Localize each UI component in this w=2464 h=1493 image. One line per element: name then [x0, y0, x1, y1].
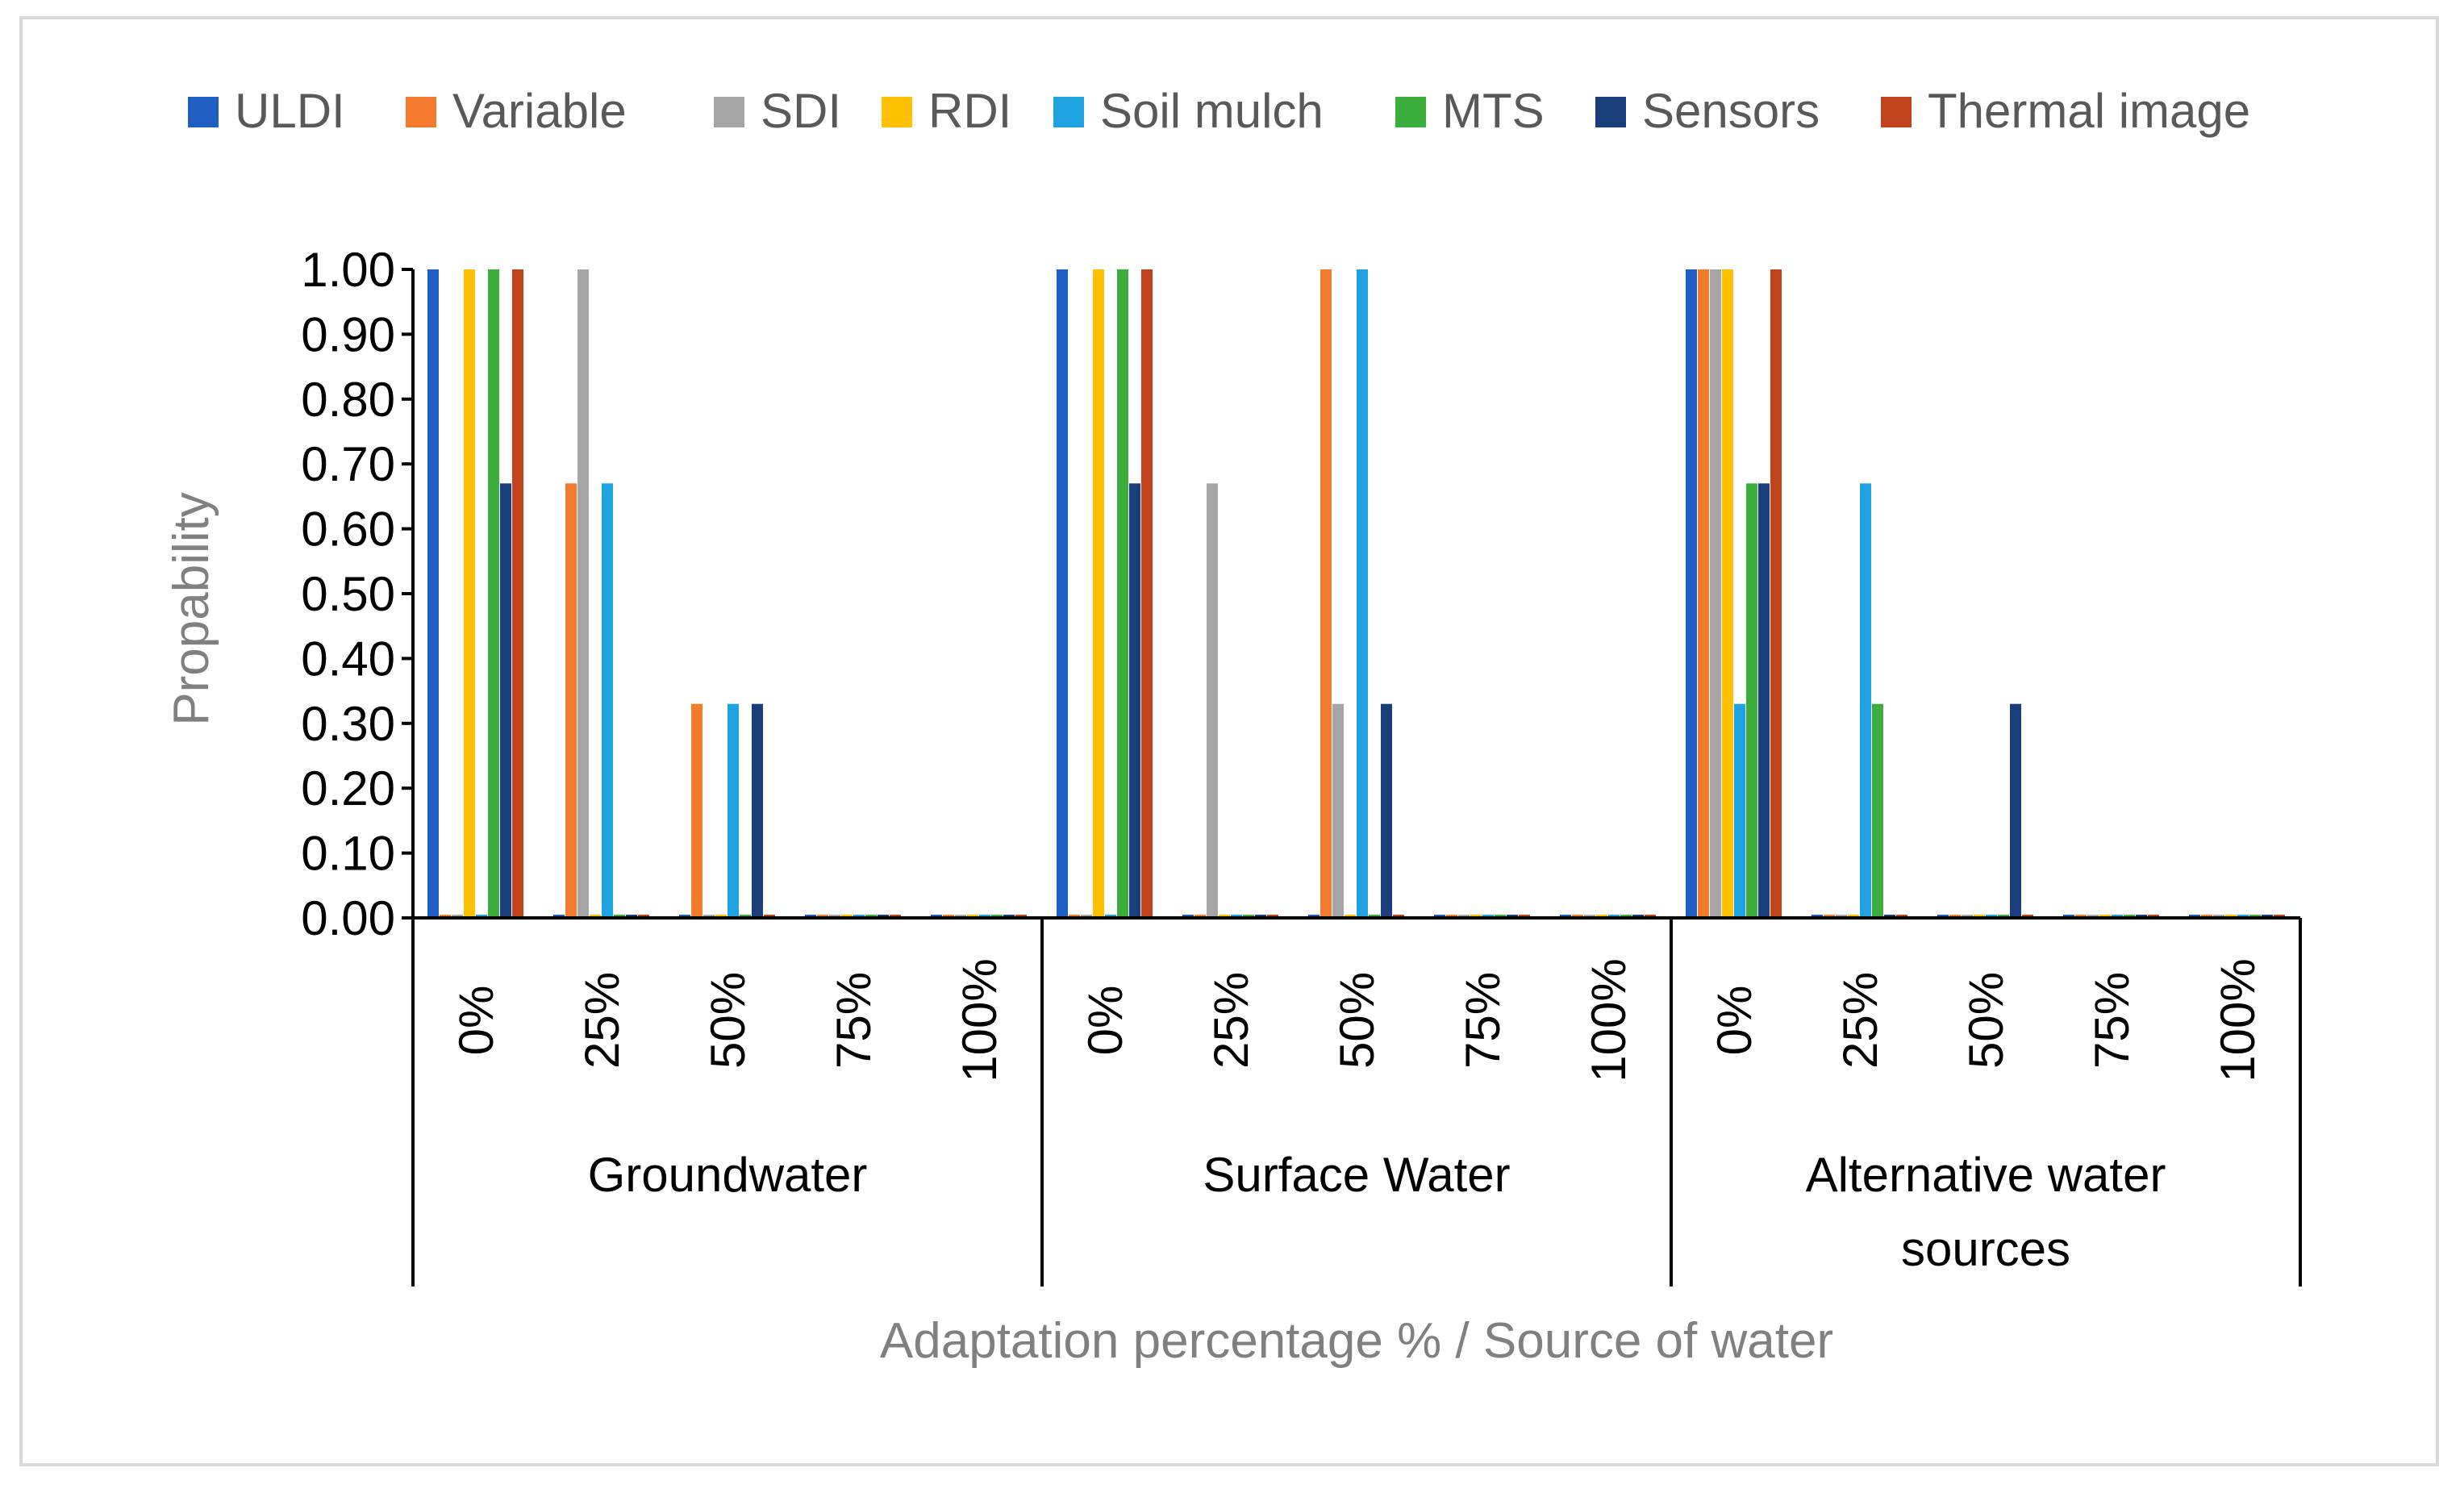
- bar: [1734, 703, 1745, 918]
- bar: [500, 483, 511, 918]
- bar: [1332, 703, 1344, 918]
- legend-item: MTS: [1395, 84, 1545, 138]
- legend-item: SDI: [714, 84, 841, 138]
- bar: [1129, 483, 1140, 918]
- group-label: Surface Water: [1203, 1148, 1510, 1202]
- y-axis-title: Propability: [164, 492, 219, 725]
- bar: [1207, 483, 1218, 918]
- y-axis: 0.00 0.10 0.20 0.30 0.40 0.50 0.60 0.70 0.80 0.90…: [301, 243, 415, 945]
- legend-label: Soil mulch: [1100, 84, 1324, 138]
- y-tick-label: 0.20: [301, 761, 395, 815]
- legend-item: Soil mulch: [1053, 84, 1324, 138]
- bar: [565, 483, 577, 918]
- legend: ULDI Variable SDI RDI Soil mulch MTS Sensors Th…: [188, 84, 2250, 138]
- legend-label: Thermal image: [1928, 84, 2250, 138]
- legend-label: SDI: [761, 84, 841, 138]
- y-tick-label: 0.40: [301, 632, 395, 686]
- bar: [1722, 269, 1733, 918]
- legend-item: ULDI: [188, 84, 345, 138]
- bar: [2010, 703, 2021, 918]
- bars: [427, 269, 2285, 918]
- bar: [1686, 269, 1697, 918]
- legend-swatch: [1395, 97, 1426, 127]
- bar: [1057, 269, 1068, 918]
- x-tick-label: 75%: [827, 972, 881, 1069]
- legend-item: Sensors: [1595, 84, 1820, 138]
- legend-swatch: [406, 97, 436, 127]
- y-tick-label: 0.10: [301, 827, 395, 881]
- group-label: Alternative water sources: [1806, 1148, 2166, 1276]
- bar: [1141, 269, 1153, 918]
- y-tick-label: 0.90: [301, 307, 395, 361]
- bar: [577, 269, 589, 918]
- group-label: Groundwater: [588, 1148, 868, 1202]
- legend-swatch: [188, 97, 219, 127]
- bar: [1758, 483, 1770, 918]
- legend-label: Variable: [452, 84, 627, 138]
- x-tick-label: 100%: [2211, 958, 2265, 1082]
- legend-item: Variable: [406, 84, 627, 138]
- legend-label: Sensors: [1642, 84, 1820, 138]
- bar: [1860, 483, 1871, 918]
- bar: [691, 703, 703, 918]
- x-tick-label: 0%: [1078, 986, 1132, 1056]
- x-tick-label: 50%: [1959, 972, 2013, 1069]
- y-tick-label: 0.50: [301, 567, 395, 621]
- bar: [1357, 269, 1368, 918]
- legend-item: RDI: [882, 84, 1011, 138]
- x-tick-label: 25%: [1833, 972, 1887, 1069]
- bar: [752, 703, 763, 918]
- x-tick-label: 100%: [1582, 958, 1636, 1082]
- x-tick-label: 25%: [1204, 972, 1258, 1069]
- bar: [728, 703, 739, 918]
- legend-swatch: [882, 97, 912, 127]
- x-tick-label: 50%: [1330, 972, 1384, 1069]
- legend-swatch: [1053, 97, 1084, 127]
- bar: [1381, 703, 1392, 918]
- bar: [1770, 269, 1782, 918]
- bar: [1320, 269, 1332, 918]
- x-tick-label: 100%: [953, 958, 1007, 1082]
- bar: [1698, 269, 1709, 918]
- bar: [1746, 483, 1757, 918]
- x-tick-label: 0%: [449, 986, 503, 1056]
- x-axis: 0% 25% 50% 75% 100% Groundwater 0% 25% 50% 75% 100…: [411, 916, 2302, 1287]
- x-tick-label: 25%: [575, 972, 629, 1069]
- bar: [1872, 703, 1883, 918]
- bar: [512, 269, 523, 918]
- legend-label: ULDI: [235, 84, 345, 138]
- x-tick-label: 50%: [701, 972, 755, 1069]
- bar: [602, 483, 613, 918]
- bar: [1117, 269, 1128, 918]
- legend-label: RDI: [928, 84, 1011, 138]
- legend-item: Thermal image: [1881, 84, 2250, 138]
- bar: [464, 269, 475, 918]
- y-tick-label: 0.60: [301, 503, 395, 557]
- legend-label: MTS: [1442, 84, 1545, 138]
- legend-swatch: [1595, 97, 1626, 127]
- y-tick-label: 1.00: [301, 243, 395, 297]
- y-tick-label: 0.30: [301, 697, 395, 751]
- x-tick-label: 75%: [2085, 972, 2139, 1069]
- chart-frame: [19, 16, 2439, 1466]
- bar: [488, 269, 499, 918]
- bar: [427, 269, 439, 918]
- x-tick-label: 0%: [1707, 986, 1761, 1056]
- y-tick-label: 0.70: [301, 437, 395, 491]
- x-axis-title: Adaptation percentage % / Source of wate…: [880, 1313, 1833, 1369]
- legend-swatch: [714, 97, 744, 127]
- legend-swatch: [1881, 97, 1912, 127]
- bar: [1093, 269, 1104, 918]
- x-tick-label: 75%: [1456, 972, 1510, 1069]
- bar: [1710, 269, 1721, 918]
- y-tick-label: 0.80: [301, 373, 395, 427]
- y-tick-label: 0.00: [301, 891, 395, 945]
